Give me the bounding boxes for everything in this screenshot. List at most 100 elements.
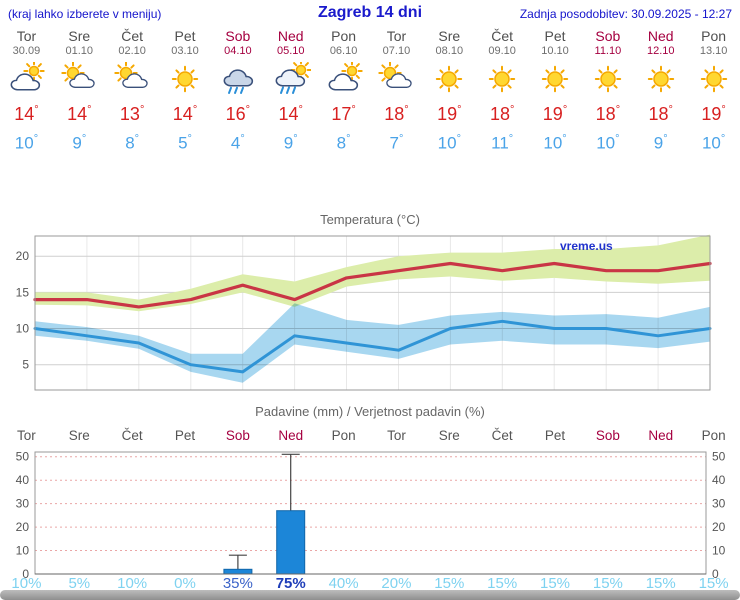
- menu-hint-note: (kraj lahko izberete v meniju): [8, 7, 162, 21]
- day-column[interactable]: Tor 30.09 14° 10°: [0, 28, 53, 154]
- day-name-label: Pon: [701, 28, 727, 44]
- svg-text:10: 10: [712, 544, 726, 558]
- day-name-label: Sob: [595, 28, 621, 44]
- mostly-cloudy-icon: [0, 60, 53, 98]
- precip-day-label: Ned: [648, 428, 674, 443]
- precip-day-label: Pon: [701, 428, 726, 443]
- svg-text:40: 40: [712, 473, 726, 487]
- temperature-chart: 5 10 15 20 vreme.us: [16, 234, 712, 391]
- day-name-label: Ned: [277, 28, 304, 44]
- precip-probability-label: 35%: [222, 575, 253, 592]
- high-temp-value: 14°: [14, 104, 39, 124]
- day-column[interactable]: Sre 08.10 19° 10°: [423, 28, 476, 154]
- day-column[interactable]: Ned 05.10 14° 9°: [264, 28, 317, 154]
- svg-text:50: 50: [16, 450, 30, 464]
- day-name-label: Sob: [225, 28, 251, 44]
- day-name-label: Čet: [121, 28, 144, 44]
- svg-text:0: 0: [712, 567, 719, 580]
- low-temp-value: 9°: [283, 133, 298, 153]
- day-column[interactable]: Pon 13.10 19° 10°: [687, 28, 740, 154]
- precip-probability-row: 10% 5% 10% 0% 35% 75% 40% 20% 15% 15% 15% 15% 15% 15%: [0, 575, 740, 592]
- high-temp-value: 19°: [542, 104, 568, 124]
- svg-text:20: 20: [712, 520, 726, 534]
- day-column[interactable]: Pet 03.10 14° 5°: [159, 28, 212, 154]
- precip-day-label: Sre: [68, 428, 90, 443]
- high-temp-value: 18°: [595, 104, 621, 124]
- day-name-label: Pet: [174, 28, 196, 44]
- day-date-label: 10.10: [541, 45, 569, 57]
- precipitation-chart-title: Padavine (mm) / Verjetnost padavin (%): [255, 404, 485, 419]
- precip-probability-label: 15%: [487, 575, 518, 592]
- high-temp-value: 14°: [172, 104, 198, 124]
- precip-day-label: Sob: [595, 428, 620, 443]
- low-temp-value: 4°: [230, 133, 245, 153]
- day-date-label: 12.10: [646, 45, 675, 57]
- precip-probability-label: 10%: [117, 575, 148, 592]
- low-temp-value: 9°: [72, 133, 87, 153]
- precip-probability-label: 40%: [328, 575, 359, 592]
- day-column[interactable]: Pon 06.10 17° 8°: [317, 28, 370, 154]
- precip-probability-label: 15%: [645, 575, 676, 592]
- day-name-label: Sre: [68, 28, 91, 44]
- high-temp-value: 16°: [225, 104, 251, 124]
- day-date-label: 08.10: [435, 45, 464, 57]
- day-name-label: Sre: [438, 28, 461, 44]
- precip-day-label: Pet: [544, 428, 566, 443]
- precip-day-labels-row: Tor Sre Čet Pet Sob Ned Pon Tor Sre Čet Pet Sob Ned P…: [0, 428, 740, 443]
- precip-day-label: Čet: [491, 428, 513, 443]
- svg-text:10: 10: [16, 544, 30, 558]
- high-temp-value: 14°: [67, 104, 92, 124]
- precip-probability-label: 10%: [11, 575, 42, 592]
- high-temp-value: 19°: [437, 104, 462, 124]
- rain-icon: [211, 62, 264, 98]
- svg-text:15: 15: [16, 285, 30, 299]
- precip-probability-label: 5%: [68, 575, 91, 592]
- partly-cloudy-icon: [106, 61, 159, 98]
- sunny-icon: [529, 62, 582, 98]
- day-name-label: Pon: [331, 28, 357, 44]
- watermark: vreme.us: [560, 239, 613, 253]
- svg-text:30: 30: [712, 497, 726, 511]
- sunny-icon: [634, 62, 687, 98]
- sunny-icon: [476, 62, 529, 98]
- precip-day-label: Tor: [387, 428, 406, 443]
- svg-text:30: 30: [16, 497, 30, 511]
- temperature-chart-title: Temperatura (°C): [320, 212, 420, 227]
- high-temp-value: 18°: [489, 104, 515, 124]
- low-temp-value: 10°: [596, 133, 620, 153]
- forecast-days-row: Tor 30.09 14° 10° Sre 01.10 14° 9° Čet 02.10 13° 8°…: [0, 28, 740, 154]
- precip-probability-label: 15%: [434, 575, 465, 592]
- day-column[interactable]: Čet 02.10 13° 8°: [106, 28, 159, 154]
- day-column[interactable]: Čet 09.10 18° 11°: [476, 28, 529, 154]
- day-date-label: 01.10: [65, 45, 94, 57]
- day-column[interactable]: Sre 01.10 14° 9°: [53, 28, 106, 154]
- day-column[interactable]: Pet 10.10 19° 10°: [529, 28, 582, 154]
- precip-probability-label: 15%: [540, 575, 571, 592]
- page-header: (kraj lahko izberete v meniju) Zagreb 14…: [0, 3, 740, 25]
- svg-text:10: 10: [16, 322, 30, 336]
- precip-day-label: Pon: [331, 428, 356, 443]
- low-temp-value: 10°: [701, 133, 726, 153]
- svg-text:50: 50: [712, 450, 726, 464]
- svg-text:0: 0: [22, 567, 29, 580]
- high-temp-value: 19°: [701, 104, 726, 124]
- day-date-label: 04.10: [224, 45, 252, 57]
- day-column[interactable]: Tor 07.10 18° 7°: [370, 28, 423, 154]
- precip-day-label: Pet: [174, 428, 196, 443]
- day-date-label: 06.10: [329, 45, 358, 57]
- partly-cloudy-icon: [370, 61, 423, 98]
- low-temp-value: 10°: [437, 133, 461, 153]
- low-temp-value: 8°: [336, 133, 351, 153]
- day-name-label: Pet: [544, 28, 566, 44]
- precip-probability-label: 0%: [174, 575, 196, 592]
- sunny-icon: [687, 62, 740, 98]
- day-column[interactable]: Sob 11.10 18° 10°: [581, 28, 634, 154]
- low-temp-value: 5°: [178, 133, 192, 153]
- svg-text:40: 40: [16, 473, 30, 487]
- day-column[interactable]: Sob 04.10 16° 4°: [211, 28, 264, 154]
- day-column[interactable]: Ned 12.10 18° 9°: [634, 28, 687, 154]
- low-temp-value: 10°: [14, 133, 39, 153]
- footer-bar: [0, 590, 740, 600]
- day-name-label: Čet: [491, 28, 514, 44]
